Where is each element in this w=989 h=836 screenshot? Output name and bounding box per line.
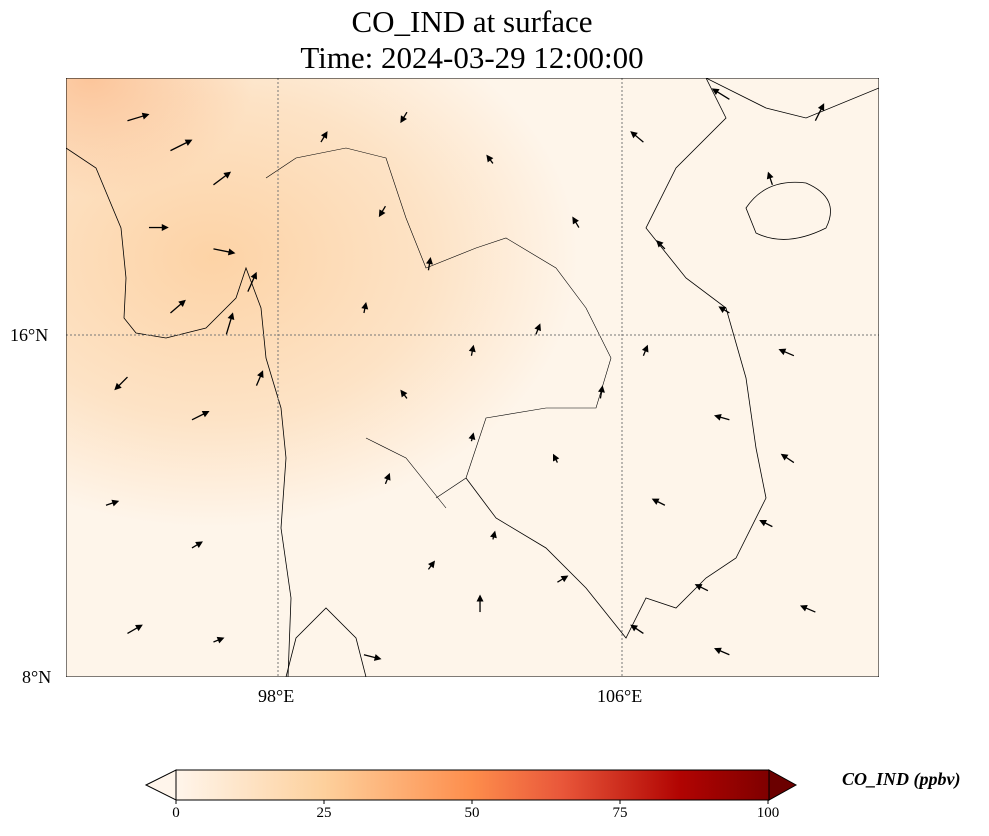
wind-arrow (191, 410, 210, 421)
wind-arrow (486, 154, 494, 164)
wind-arrow (766, 171, 774, 186)
wind-arrow (426, 257, 433, 271)
wind-arrow (713, 413, 730, 421)
wind-arrow (711, 88, 730, 100)
plot-title: CO_IND at surface (351, 4, 593, 39)
wind-arrow (534, 323, 541, 335)
wind-arrow (759, 520, 773, 528)
wind-arrow (572, 216, 580, 228)
wind-arrow (225, 312, 235, 335)
coastlines (66, 78, 879, 677)
wind-arrow (490, 530, 497, 540)
wind-arrow (378, 205, 386, 218)
y-tick-16n: 16°N (10, 325, 49, 345)
x-tick-98e: 98°E (258, 686, 295, 706)
wind-arrow (213, 171, 232, 186)
wind-arrow (383, 472, 391, 485)
wind-arrow (247, 271, 258, 292)
colorbar-tick-100: 100 (756, 805, 780, 821)
wind-arrow (170, 299, 186, 314)
wind-arrow (598, 385, 605, 399)
wind-arrow (427, 560, 436, 570)
wind-arrow (778, 348, 795, 357)
map-panel (66, 78, 879, 677)
wind-arrow (557, 575, 569, 583)
colorbar-tick-50: 50 (464, 805, 480, 821)
wind-arrow (468, 344, 476, 356)
wind-arrow (630, 624, 644, 634)
y-tick-8n: 8°N (22, 667, 52, 687)
wind-arrow (630, 131, 644, 143)
colorbar (144, 769, 798, 804)
plot-subtitle: Time: 2024-03-29 12:00:00 (300, 40, 644, 75)
colorbar-tick-0: 0 (172, 805, 180, 821)
x-tick-106e: 106°E (597, 686, 643, 706)
wind-arrow (105, 499, 120, 507)
wind-arrow (651, 498, 666, 506)
wind-arrow (320, 131, 328, 143)
wind-arrow (213, 248, 236, 256)
wind-arrow (713, 647, 730, 656)
wind-arrow (780, 453, 795, 464)
wind-arrow (718, 306, 730, 314)
wind-arrow (400, 111, 408, 124)
wind-arrow (468, 432, 476, 442)
wind-arrow (191, 541, 203, 549)
wind-vectors (105, 88, 825, 661)
wind-arrow (170, 139, 193, 152)
wind-arrow (255, 370, 264, 386)
wind-arrow (148, 224, 169, 232)
wind-arrow (363, 654, 382, 661)
wind-arrow (799, 604, 816, 613)
wind-arrow (361, 301, 369, 314)
colorbar-tick-25: 25 (316, 805, 332, 821)
wind-arrow (641, 344, 649, 356)
wind-arrow (553, 453, 560, 463)
wind-arrow (114, 376, 128, 391)
wind-arrow (213, 636, 225, 644)
wind-arrow (400, 389, 408, 399)
wind-arrow (694, 584, 709, 592)
wind-arrow (814, 103, 825, 122)
colorbar-tick-75: 75 (612, 805, 628, 821)
colorbar-label: CO_IND (ppbv) (842, 769, 961, 789)
wind-arrow (476, 594, 484, 613)
gridlines (66, 78, 879, 677)
wind-arrow (656, 240, 666, 250)
wind-arrow (127, 112, 150, 122)
wind-arrow (127, 624, 143, 634)
